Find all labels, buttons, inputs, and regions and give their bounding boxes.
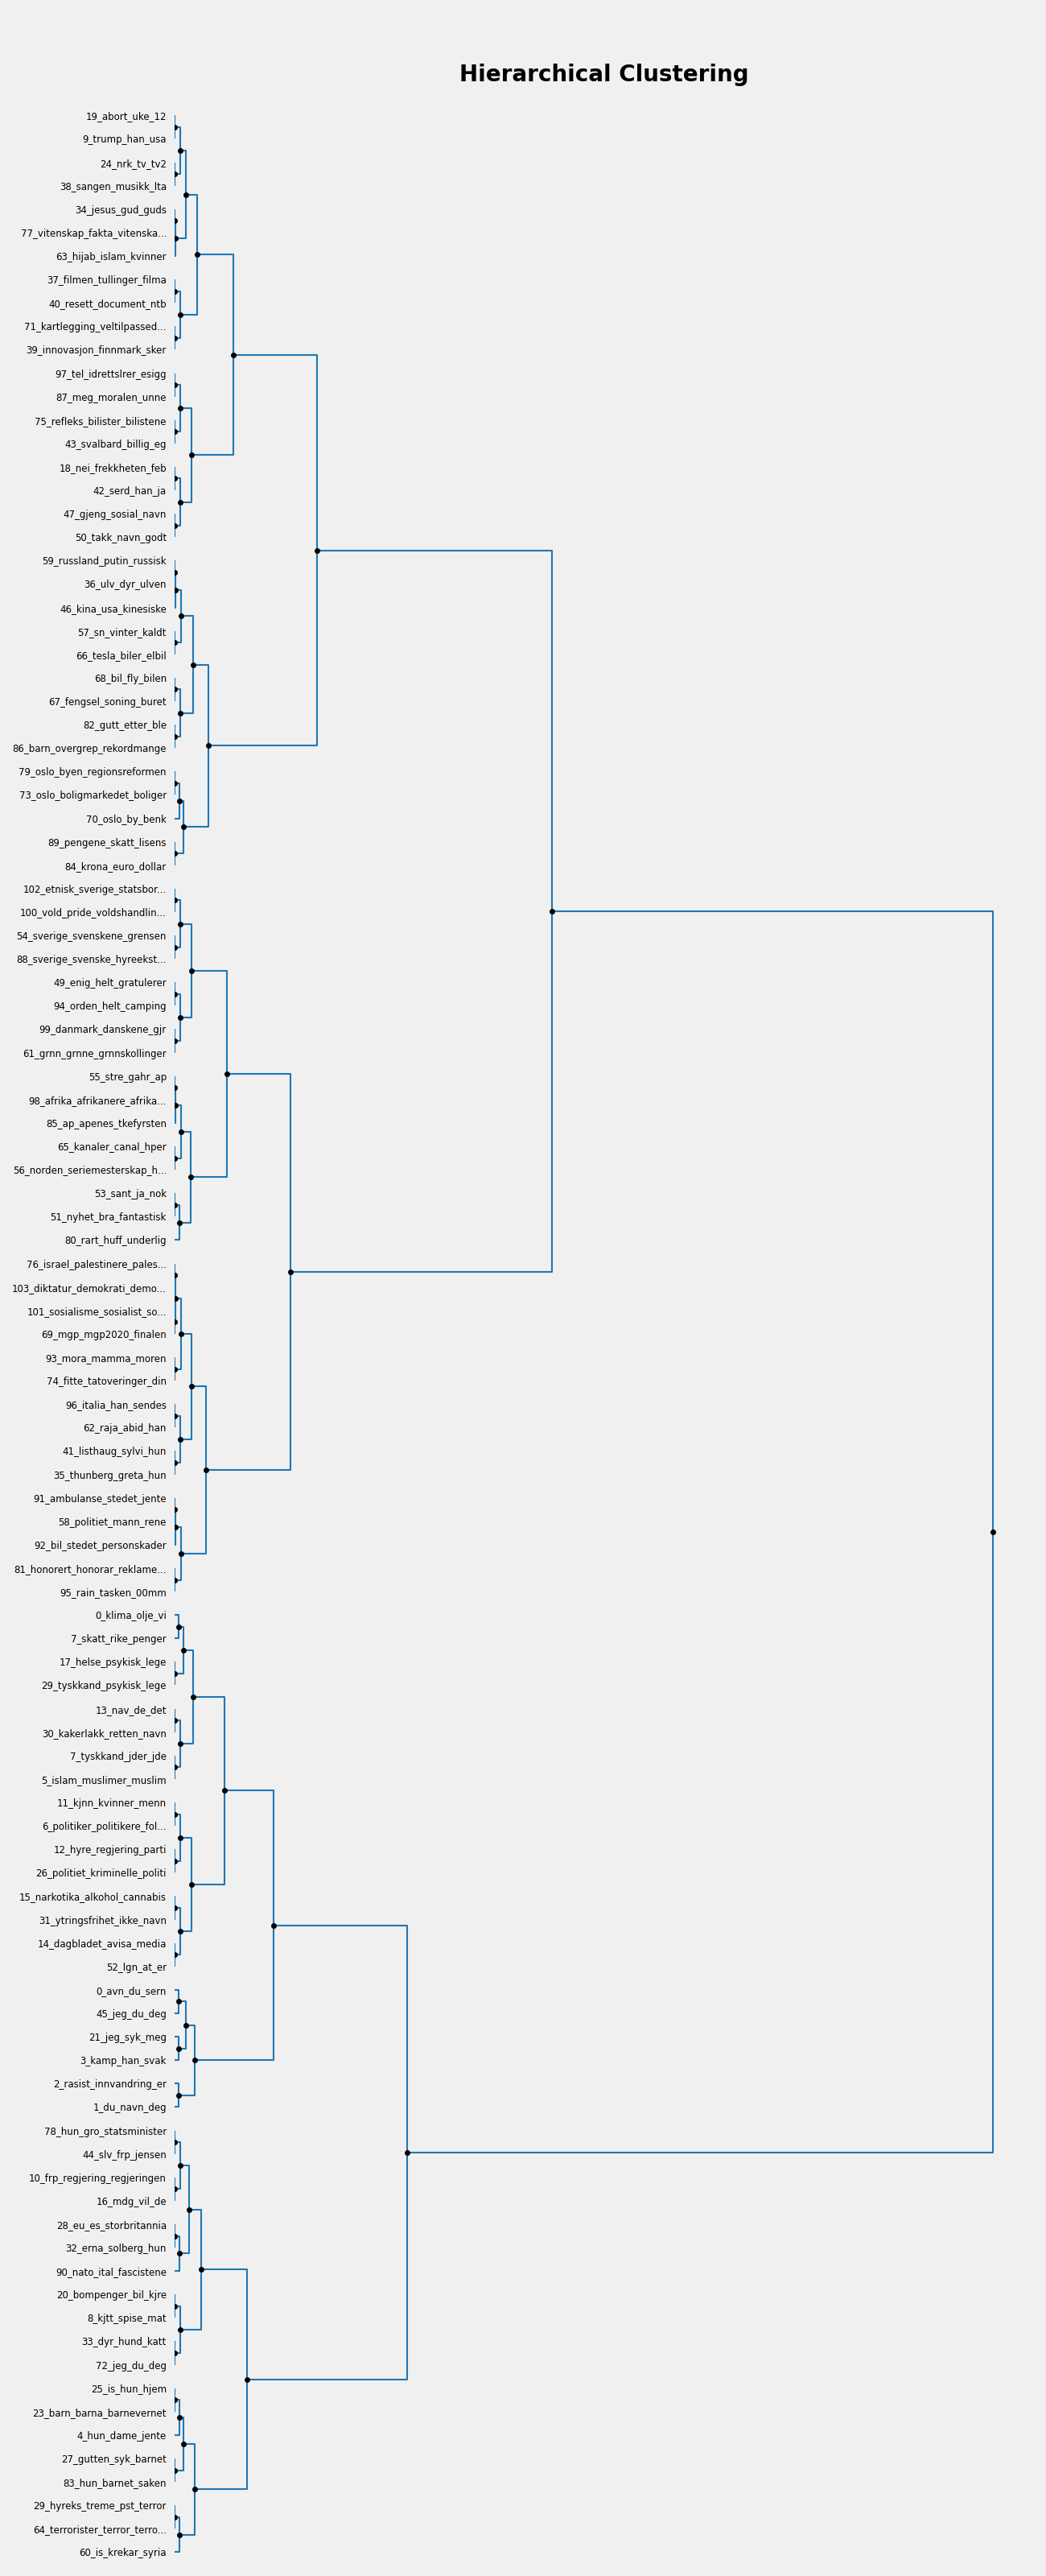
Title: Hierarchical Clustering: Hierarchical Clustering <box>459 64 749 85</box>
